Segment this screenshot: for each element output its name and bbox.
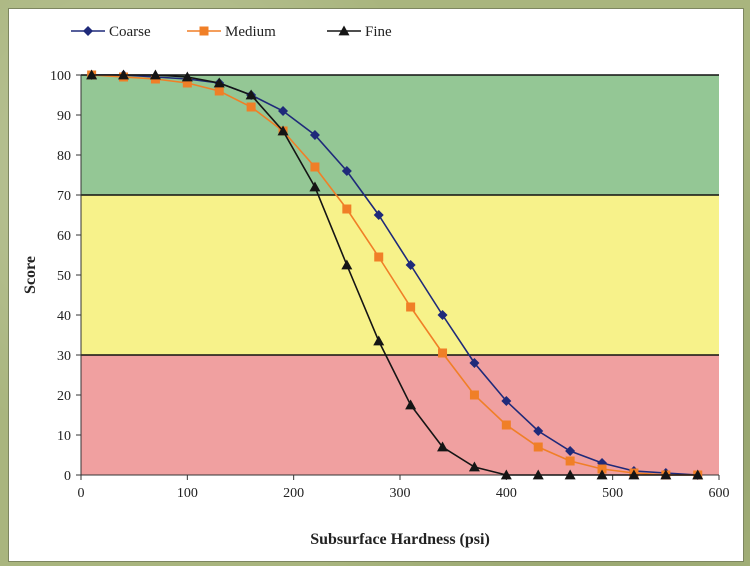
data-point-medium [214, 86, 224, 96]
data-point-fine [373, 335, 385, 346]
data-point-coarse [405, 260, 416, 270]
data-point-coarse [373, 210, 384, 220]
legend-label-fine: Fine [365, 24, 392, 40]
data-point-medium [501, 420, 511, 430]
data-point-fine [118, 69, 130, 80]
x-axis-title: Subsurface Hardness (psi) [310, 531, 490, 548]
band-1 [81, 195, 719, 355]
data-point-medium [533, 442, 543, 452]
data-point-coarse [469, 358, 480, 368]
data-point-fine [468, 461, 480, 472]
y-tick-label: 60 [57, 229, 71, 244]
data-point-fine [437, 441, 449, 452]
y-tick-label: 50 [57, 269, 71, 284]
data-point-medium [246, 102, 256, 112]
legend-marker-fine [338, 25, 350, 36]
data-point-medium [342, 204, 352, 214]
data-point-medium [438, 348, 448, 358]
data-point-medium [565, 456, 575, 466]
x-tick-label: 400 [496, 486, 517, 501]
data-point-fine [532, 469, 544, 480]
x-tick-label: 600 [709, 486, 730, 501]
data-point-fine [86, 69, 98, 80]
data-point-fine [564, 469, 576, 480]
data-point-medium [597, 464, 607, 474]
y-tick-label: 80 [57, 149, 71, 164]
legend-marker-medium [199, 26, 209, 36]
data-point-fine [309, 181, 321, 192]
series-line-fine [91, 74, 698, 476]
series-line-coarse [91, 74, 698, 476]
data-point-coarse [501, 396, 512, 406]
data-point-fine [596, 469, 608, 480]
data-point-coarse [341, 166, 352, 176]
band-2 [81, 355, 719, 475]
y-tick-label: 90 [57, 109, 71, 124]
data-point-fine [245, 89, 257, 100]
x-tick-label: 200 [283, 486, 304, 501]
line-chart: 0 10 20 30 40 50 60 70 80 90 100 0 100 200 300 400 500 60… [22, 24, 730, 548]
x-tick-label: 500 [602, 486, 623, 501]
data-point-fine [213, 77, 225, 88]
data-point-fine [149, 69, 161, 80]
y-tick-label: 20 [57, 389, 71, 404]
x-tick-label: 100 [177, 486, 198, 501]
band-0 [81, 75, 719, 195]
legend-label-coarse: Coarse [109, 24, 151, 40]
chart-frame: 0 10 20 30 40 50 60 70 80 90 100 0 100 200 300 400 500 60… [8, 8, 744, 562]
data-point-medium [469, 390, 479, 400]
x-tick-label: 0 [78, 486, 85, 501]
data-point-fine [500, 469, 512, 480]
x-tick-label: 300 [390, 486, 411, 501]
data-point-fine [692, 469, 704, 480]
legend-marker-coarse [83, 26, 93, 36]
data-point-coarse [437, 310, 448, 320]
data-point-coarse [565, 446, 576, 456]
data-point-medium [182, 78, 192, 88]
data-point-medium [310, 162, 320, 172]
data-point-medium [374, 252, 384, 262]
y-tick-label: 10 [57, 429, 71, 444]
data-point-coarse [278, 106, 289, 116]
legend-label-medium: Medium [225, 24, 276, 40]
data-point-fine [277, 125, 289, 136]
y-tick-label: 70 [57, 189, 71, 204]
data-point-coarse [533, 426, 544, 436]
data-point-fine [628, 469, 640, 480]
data-point-coarse [309, 130, 320, 140]
data-point-fine [181, 71, 193, 82]
data-point-fine [341, 259, 353, 270]
y-tick-label: 100 [50, 69, 71, 84]
data-point-fine [405, 399, 417, 410]
y-tick-label: 40 [57, 309, 71, 324]
y-tick-label: 0 [64, 469, 71, 484]
y-axis-title: Score [22, 256, 39, 294]
y-tick-label: 30 [57, 349, 71, 364]
data-point-medium [406, 302, 416, 312]
series-line-medium [91, 74, 698, 476]
data-point-fine [660, 469, 672, 480]
